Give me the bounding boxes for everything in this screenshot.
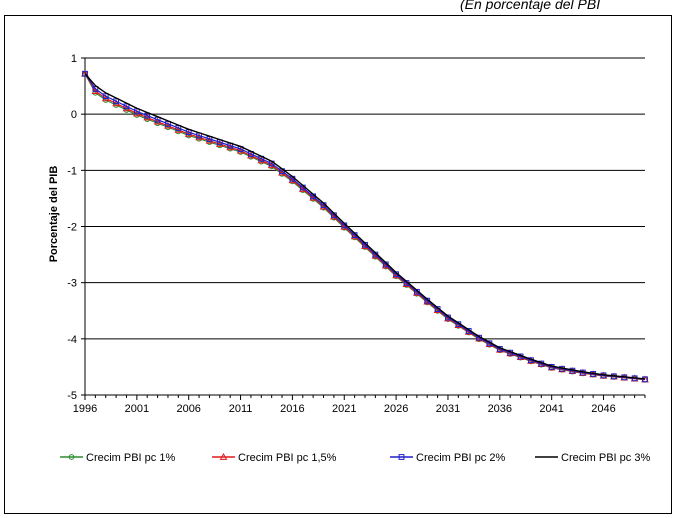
legend-label: Crecim PBI pc 2%	[416, 452, 505, 464]
data-point-triangle	[226, 143, 235, 151]
top-caption: (En porcentaje del PBI	[460, 0, 601, 12]
series-line	[84, 73, 646, 380]
data-point-triangle	[174, 125, 183, 133]
x-tick-label: 2016	[280, 403, 304, 415]
x-tick-label: 2041	[539, 403, 563, 415]
x-tick-label: 2036	[488, 403, 512, 415]
gridlines	[85, 57, 645, 340]
x-tick-label: 2046	[591, 403, 615, 415]
data-point-square	[92, 85, 99, 92]
data-point-triangle	[215, 139, 224, 147]
data-point-triangle	[205, 136, 214, 144]
data-point-triangle	[143, 113, 152, 121]
y-axis-label: Porcentaje del PIB	[48, 166, 60, 263]
y-tick-label: 0	[71, 109, 77, 121]
data-point-triangle	[112, 99, 120, 107]
data-point-triangle	[164, 121, 172, 129]
x-tick-label: 2006	[176, 403, 200, 415]
x-tick-label: 2031	[436, 403, 460, 415]
x-tick-label: 1996	[73, 403, 97, 415]
data-point-triangle	[133, 109, 141, 117]
y-tick-label: -5	[67, 390, 77, 402]
y-tick-label: -1	[67, 165, 77, 177]
x-tick-label: 2011	[229, 403, 253, 415]
data-point-square	[398, 454, 405, 460]
data-point-triangle	[153, 117, 162, 125]
legend-label: Crecim PBI pc 3%	[561, 452, 650, 464]
data-point-triangle	[236, 146, 245, 154]
y-tick-label: -2	[67, 222, 77, 234]
series-line	[84, 73, 646, 380]
data-point-triangle	[101, 94, 110, 102]
series-4	[84, 73, 646, 380]
chart-frame: 1 0 -1 -2 -3 -4 -5 1996 2001 2006 2011 2016 2021 2026…	[4, 15, 672, 514]
x-tick-label: 2001	[125, 403, 149, 415]
data-point-triangle	[122, 104, 131, 112]
legend-label: Crecim PBI pc 1,5%	[238, 452, 337, 464]
y-tick-label: 1	[71, 53, 77, 65]
data-point-triangle	[184, 129, 193, 137]
data-point-triangle	[219, 452, 228, 460]
data-point-square	[102, 93, 109, 100]
legend: Crecim PBI pc 1% Crecim PBI pc 1,5% Crecim…	[60, 452, 650, 464]
x-tick-label: 2026	[384, 403, 408, 415]
x-tick-label: 2021	[332, 403, 356, 415]
y-tick-label: -3	[67, 278, 77, 290]
data-point-triangle	[195, 133, 203, 141]
data-point-square	[82, 70, 88, 77]
series-group	[81, 69, 649, 383]
data-point-square	[113, 98, 120, 105]
data-point-circle	[68, 454, 75, 460]
legend-label: Crecim PBI pc 1%	[86, 452, 175, 464]
y-tick-label: -4	[67, 334, 77, 346]
